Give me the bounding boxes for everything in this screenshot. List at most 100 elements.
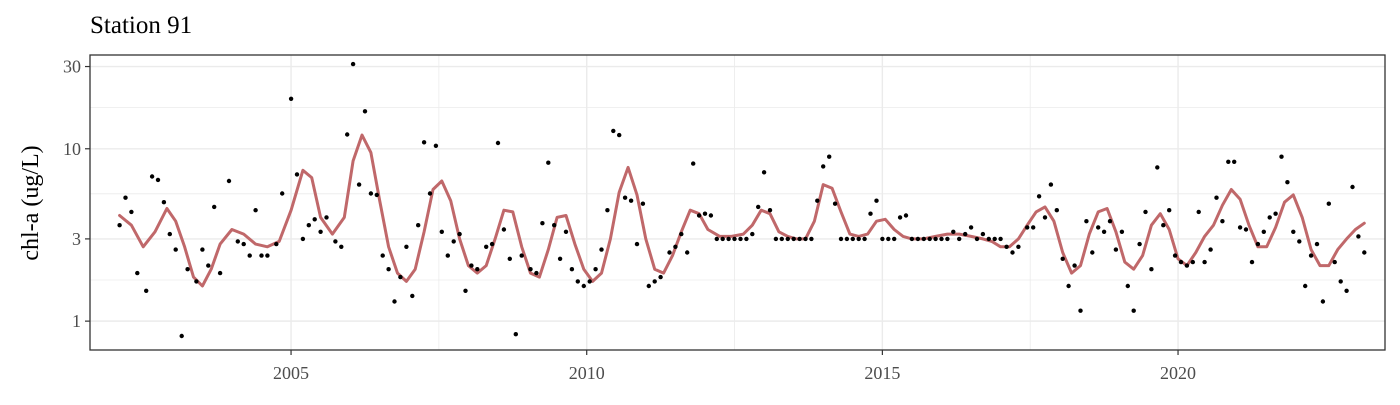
data-point bbox=[1214, 195, 1219, 200]
data-point bbox=[484, 244, 489, 249]
data-point bbox=[416, 223, 421, 228]
data-point bbox=[475, 267, 480, 272]
data-point bbox=[785, 236, 790, 242]
data-point bbox=[380, 253, 385, 258]
data-point bbox=[1249, 259, 1255, 265]
data-point bbox=[1314, 241, 1320, 247]
data-point bbox=[241, 241, 246, 247]
data-point bbox=[915, 236, 921, 242]
data-point bbox=[457, 231, 462, 237]
y-tick-label: 30 bbox=[63, 57, 81, 77]
data-point bbox=[1137, 241, 1142, 247]
data-point bbox=[185, 267, 190, 272]
data-point bbox=[605, 208, 610, 213]
data-point bbox=[1326, 201, 1332, 206]
data-point bbox=[1031, 225, 1036, 230]
data-point bbox=[356, 182, 362, 187]
data-point bbox=[844, 236, 850, 242]
data-point bbox=[1084, 219, 1089, 224]
data-point bbox=[463, 288, 468, 293]
data-point bbox=[732, 236, 737, 242]
data-point bbox=[546, 160, 551, 165]
data-point bbox=[1036, 194, 1042, 199]
data-point bbox=[1202, 259, 1207, 265]
data-point bbox=[1226, 159, 1231, 164]
data-point bbox=[640, 201, 646, 206]
data-point bbox=[1042, 215, 1048, 220]
y-tick-label: 3 bbox=[72, 229, 81, 249]
data-point bbox=[368, 191, 374, 196]
data-point bbox=[288, 96, 294, 102]
data-point bbox=[1190, 259, 1196, 265]
data-point bbox=[1362, 250, 1367, 255]
data-point bbox=[398, 274, 403, 280]
data-point bbox=[622, 195, 628, 200]
data-point bbox=[1178, 259, 1184, 265]
data-point bbox=[691, 161, 696, 166]
data-point bbox=[720, 236, 725, 242]
data-point bbox=[1303, 283, 1308, 289]
data-point bbox=[815, 198, 820, 203]
data-point bbox=[421, 140, 427, 145]
data-point bbox=[658, 274, 663, 280]
data-point bbox=[646, 283, 651, 289]
data-point bbox=[1261, 229, 1267, 234]
data-point bbox=[135, 270, 140, 276]
data-point bbox=[951, 229, 956, 234]
data-point bbox=[1149, 267, 1154, 272]
data-point bbox=[1155, 165, 1160, 170]
data-point bbox=[862, 236, 867, 242]
data-point bbox=[1072, 263, 1077, 268]
data-point bbox=[392, 299, 397, 304]
data-point bbox=[123, 195, 128, 200]
data-point bbox=[1010, 250, 1015, 255]
data-point bbox=[897, 215, 903, 220]
x-tick-label: 2020 bbox=[1160, 363, 1196, 383]
data-point bbox=[673, 244, 678, 249]
data-point bbox=[1267, 215, 1272, 220]
data-point bbox=[563, 229, 569, 234]
data-point bbox=[593, 267, 598, 272]
data-point bbox=[827, 154, 832, 159]
data-point bbox=[569, 267, 575, 272]
data-point bbox=[909, 236, 915, 242]
data-point bbox=[194, 279, 199, 284]
data-point bbox=[702, 211, 708, 216]
data-point bbox=[495, 140, 501, 146]
data-point bbox=[791, 236, 796, 242]
data-point bbox=[469, 263, 474, 268]
data-point bbox=[1025, 225, 1030, 230]
data-point bbox=[489, 241, 495, 247]
data-point bbox=[886, 236, 891, 242]
data-point bbox=[1273, 211, 1278, 216]
data-point bbox=[350, 61, 356, 67]
axes: 2005 2010 2015 2020 1 3 10 30 bbox=[63, 57, 1196, 383]
data-point bbox=[1232, 159, 1237, 164]
data-point bbox=[507, 256, 512, 261]
data-point bbox=[1184, 263, 1190, 268]
data-point bbox=[173, 247, 178, 252]
data-point bbox=[519, 253, 524, 258]
data-point bbox=[708, 213, 714, 218]
data-point bbox=[744, 236, 749, 242]
data-point bbox=[1338, 279, 1343, 284]
data-point bbox=[1279, 154, 1284, 159]
data-point bbox=[880, 236, 885, 242]
data-point bbox=[1356, 234, 1361, 239]
data-point bbox=[738, 236, 743, 242]
data-point bbox=[1096, 225, 1101, 230]
data-point bbox=[756, 204, 761, 210]
data-point bbox=[634, 241, 640, 247]
data-point bbox=[1113, 247, 1119, 252]
data-point bbox=[903, 213, 909, 218]
data-point bbox=[1004, 244, 1009, 249]
x-tick-label: 2005 bbox=[273, 363, 309, 383]
data-point bbox=[761, 170, 767, 175]
data-point bbox=[247, 253, 252, 258]
data-point bbox=[280, 191, 285, 196]
data-point bbox=[200, 247, 205, 252]
data-point bbox=[821, 164, 826, 169]
data-point bbox=[427, 191, 433, 196]
data-point bbox=[838, 236, 844, 242]
